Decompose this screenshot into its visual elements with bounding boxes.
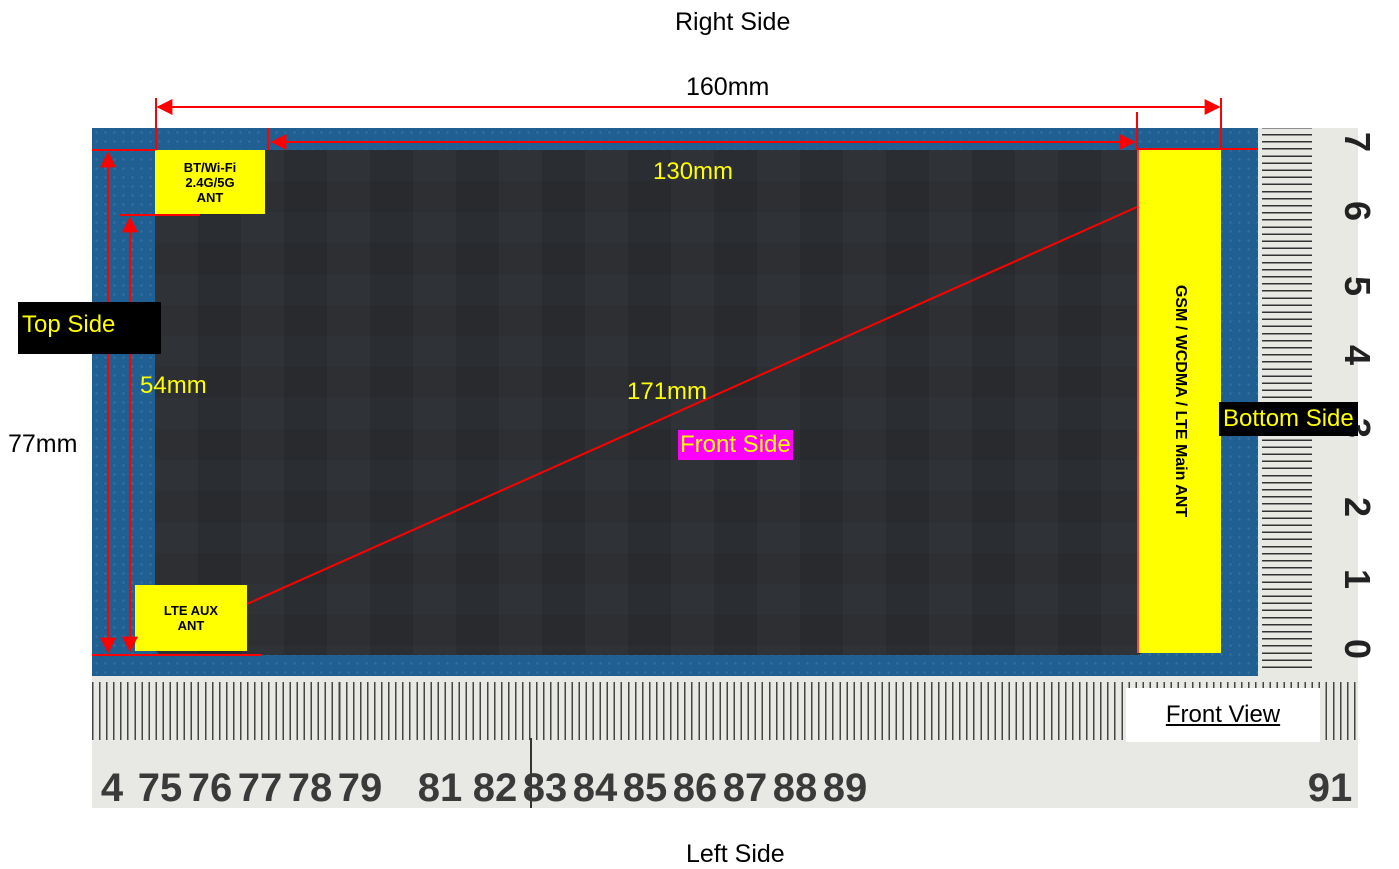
main-antenna-region (1137, 150, 1221, 653)
ruler-h-number: 79 (337, 766, 383, 810)
bt-wifi-antenna-box: BT/Wi-Fi 2.4G/5G ANT (155, 150, 265, 214)
height-inner-label: 54mm (140, 372, 207, 399)
left-side-label: Left Side (686, 840, 785, 868)
ruler-h-number: 78 (287, 766, 333, 810)
front-view-caption: Front View (1126, 688, 1320, 742)
ruler-h-number: 86 (672, 766, 718, 810)
bt-wifi-label-line3: ANT (196, 189, 224, 205)
bt-wifi-label-line2: 2.4G/5G (185, 174, 235, 190)
ruler-h-number: 83 (522, 766, 568, 810)
right-side-label: Right Side (675, 8, 791, 36)
diagonal-line (246, 206, 1138, 605)
ruler-h-number: 76 (187, 766, 233, 810)
diagonal-label: 171mm (627, 378, 708, 405)
ruler-h-number: 88 (772, 766, 818, 810)
length-inner-label: 130mm (653, 158, 734, 185)
lte-aux-label-line1: LTE AUX (163, 603, 219, 618)
ruler-gap-mark (530, 738, 532, 808)
vertical-ruler-ticks (1262, 128, 1312, 668)
lte-aux-label-line2: ANT (177, 618, 205, 633)
length-total-label: 160mm (686, 73, 770, 101)
lte-aux-antenna-box: LTE AUX ANT (135, 585, 247, 651)
ruler-h-number: 4 (100, 766, 124, 810)
ruler-h-number: 82 (472, 766, 518, 810)
bt-wifi-label-line1: BT/Wi-Fi (183, 159, 237, 175)
ruler-h-number: 77 (237, 766, 283, 810)
ruler-h-number: 75 (137, 766, 183, 810)
height-total-label: 77mm (8, 430, 78, 458)
ruler-h-number: 85 (622, 766, 668, 810)
front-side-label: Front Side (678, 430, 793, 460)
ruler-h-number: 81 (417, 766, 463, 810)
ruler-h-number: 84 (572, 766, 618, 810)
ruler-h-number: 87 (722, 766, 768, 810)
ruler-h-number: 89 (822, 766, 868, 810)
top-side-label: Top Side (18, 302, 161, 354)
front-view-label: Front View (1165, 701, 1281, 728)
bottom-side-label: Bottom Side (1219, 402, 1358, 436)
ruler-h-number: 91 (1307, 766, 1353, 810)
